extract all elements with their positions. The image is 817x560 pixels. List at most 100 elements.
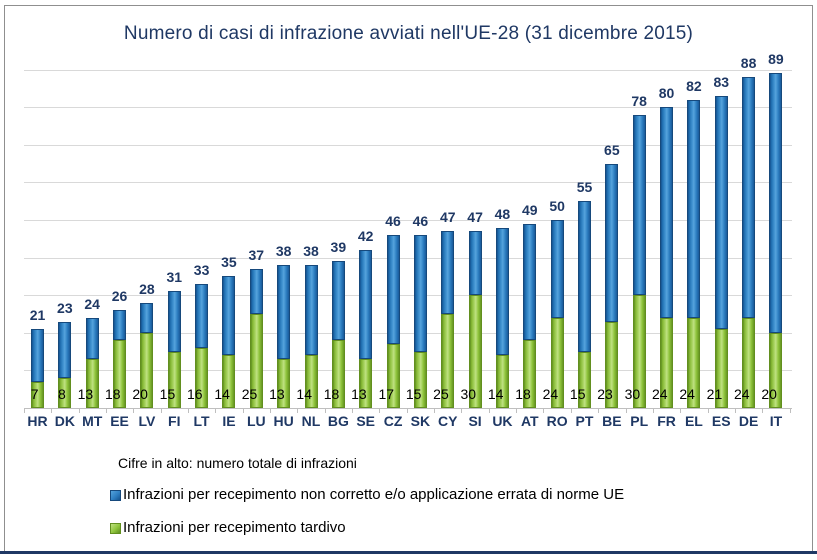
total-label-CY: 47: [439, 209, 456, 226]
x-axis-label-FI: FI: [168, 413, 181, 429]
gridline: [24, 144, 792, 146]
gridline: [24, 257, 792, 259]
x-axis-label-HU: HU: [273, 413, 294, 429]
late-count-label-BE: 23: [597, 386, 613, 402]
late-count-label-PT: 15: [569, 386, 586, 402]
x-axis-label-RO: RO: [546, 413, 568, 429]
gridline: [24, 295, 792, 297]
x-axis-label-BG: BG: [327, 413, 349, 429]
x-axis-tick: [51, 408, 53, 413]
late-count-label-UK: 14: [487, 386, 504, 402]
x-axis-tick: [598, 408, 600, 413]
bar-late-segment-RO: [550, 317, 564, 408]
x-axis-label-IT: IT: [769, 413, 783, 429]
x-axis-tick: [105, 408, 107, 413]
total-label-LV: 28: [139, 280, 155, 297]
total-label-FI: 31: [166, 269, 183, 286]
x-axis-label-LV: LV: [138, 413, 156, 429]
total-label-DK: 23: [57, 299, 73, 316]
legend-swatch-green-icon: [110, 523, 121, 534]
bar-late-segment-HR: [31, 381, 44, 408]
bar-incorrect-segment-FI: [167, 291, 181, 352]
x-axis-tick: [488, 408, 490, 413]
x-axis-tick: [707, 408, 709, 413]
total-label-MT: 24: [84, 295, 100, 312]
late-count-label-IE: 14: [214, 386, 230, 402]
chart-frame: [4, 5, 813, 553]
late-count-label-EL: 24: [679, 386, 695, 402]
late-count-label-SE: 13: [351, 386, 367, 402]
gridline: [24, 69, 792, 71]
late-count-label-NL: 14: [296, 386, 312, 402]
x-axis-label-CZ: CZ: [383, 413, 403, 429]
x-axis-tick: [570, 408, 572, 413]
gridline: [24, 107, 792, 109]
x-axis-tick: [187, 408, 189, 413]
total-label-DE: 88: [740, 55, 757, 72]
bar-late-segment-HU: [277, 359, 291, 408]
total-label-SK: 46: [412, 213, 429, 230]
late-count-label-CZ: 17: [378, 386, 395, 402]
bar-incorrect-segment-RO: [550, 220, 564, 318]
bar-late-segment-PT: [578, 351, 591, 408]
bar-late-segment-LU: [249, 314, 263, 408]
legend-swatch-blue-icon: [110, 490, 121, 501]
bar-late-segment-DE: [742, 317, 756, 408]
x-axis-label-CY: CY: [438, 413, 458, 429]
bar-late-segment-ES: [714, 329, 728, 408]
bar-late-segment-CY: [441, 314, 455, 408]
bar-late-segment-DK: [58, 377, 72, 408]
late-count-label-FR: 24: [651, 386, 668, 402]
x-axis-label-EE: EE: [110, 413, 129, 429]
bar-incorrect-segment-PL: [632, 114, 646, 296]
bar-late-segment-SE: [359, 359, 373, 408]
gridline: [24, 182, 792, 184]
x-axis-tick: [78, 408, 80, 413]
bar-late-segment-PL: [632, 295, 646, 408]
x-axis-label-BE: BE: [602, 413, 622, 429]
bar-incorrect-segment-PT: [578, 201, 591, 352]
bar-incorrect-segment-BE: [605, 163, 619, 322]
late-count-label-PL: 30: [624, 386, 641, 402]
bar-incorrect-segment-IE: [222, 276, 236, 356]
bar-incorrect-segment-NL: [304, 265, 318, 356]
total-label-NL: 38: [303, 243, 319, 260]
bar-incorrect-segment-MT: [85, 317, 99, 360]
bar-incorrect-segment-BG: [331, 261, 345, 341]
bar-incorrect-segment-LT: [195, 283, 209, 348]
bar-incorrect-segment-EE: [113, 310, 127, 341]
late-count-label-DE: 24: [734, 386, 750, 402]
x-axis-label-UK: UK: [492, 413, 513, 429]
total-label-BG: 39: [330, 239, 347, 256]
total-label-LU: 37: [248, 246, 265, 263]
bar-incorrect-segment-SK: [413, 235, 427, 352]
bar-late-segment-AT: [523, 340, 537, 408]
x-axis-tick: [160, 408, 162, 413]
x-axis-label-DK: DK: [54, 413, 75, 429]
bar-late-segment-FI: [167, 351, 181, 408]
x-axis-tick: [133, 408, 135, 413]
bar-incorrect-segment-CZ: [386, 235, 400, 345]
bar-late-segment-BG: [331, 340, 345, 408]
total-label-BE: 65: [604, 141, 620, 158]
x-axis-label-HR: HR: [27, 413, 48, 429]
late-count-label-DK: 8: [58, 386, 66, 402]
legend-label-late-transposition: Infrazioni per recepimento tardivo: [123, 519, 346, 536]
bar-late-segment-NL: [304, 355, 318, 408]
legend-label-incorrect-transposition: Infrazioni per recepimento non corretto …: [123, 486, 625, 503]
chart-title: Numero di casi di infrazione avviati nel…: [123, 23, 694, 44]
total-label-PT: 55: [576, 179, 593, 196]
total-label-SI: 47: [467, 209, 483, 226]
bar-incorrect-segment-UK: [495, 227, 509, 356]
bar-incorrect-segment-HR: [31, 329, 44, 382]
x-axis-line: [24, 408, 792, 409]
x-axis-tick: [461, 408, 463, 413]
bar-late-segment-LV: [140, 332, 154, 408]
x-axis-tick: [516, 408, 518, 413]
x-axis-label-ES: ES: [711, 413, 731, 429]
x-axis-label-PL: PL: [630, 413, 649, 429]
x-axis-tick: [352, 408, 354, 413]
x-axis-label-NL: NL: [301, 413, 321, 429]
total-label-AT: 49: [522, 201, 538, 218]
